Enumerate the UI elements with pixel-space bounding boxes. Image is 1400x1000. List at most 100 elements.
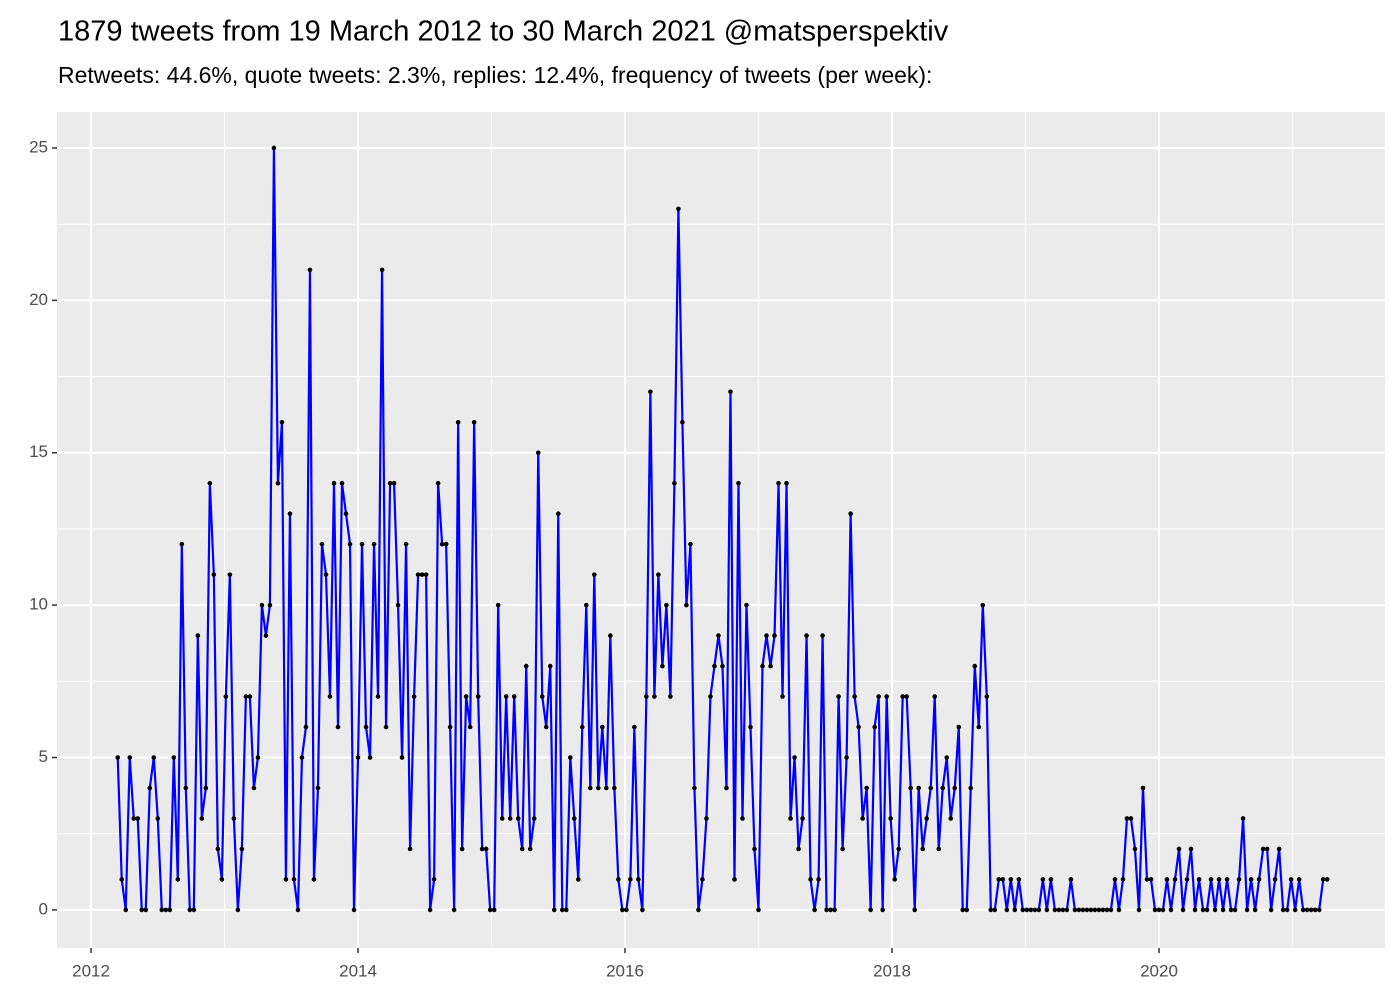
data-point: [1100, 907, 1106, 913]
data-point: [271, 145, 277, 151]
data-point: [147, 785, 153, 791]
data-point: [640, 907, 645, 913]
data-point: [648, 389, 653, 395]
data-point: [892, 877, 897, 882]
data-point: [267, 602, 273, 608]
data-point: [960, 907, 966, 913]
data-point: [1116, 907, 1122, 913]
data-point: [1204, 907, 1210, 913]
data-point: [487, 907, 493, 913]
data-point: [483, 846, 489, 852]
data-point: [387, 480, 393, 486]
data-point: [840, 846, 845, 852]
data-point: [644, 694, 649, 699]
data-point: [744, 602, 749, 608]
data-point: [543, 724, 549, 730]
data-point: [1076, 907, 1082, 913]
data-point: [1276, 846, 1282, 852]
data-point: [1320, 877, 1326, 882]
data-point: [868, 907, 873, 913]
data-point: [728, 389, 733, 395]
data-point: [696, 907, 701, 913]
data-point: [1264, 846, 1270, 852]
data-point: [1308, 907, 1314, 913]
data-point: [624, 907, 629, 913]
data-point: [523, 663, 529, 669]
data-point: [1200, 907, 1206, 913]
data-point: [355, 755, 361, 760]
data-point: [1216, 877, 1222, 882]
data-point: [736, 480, 741, 486]
data-point: [636, 877, 641, 882]
data-point: [131, 816, 137, 821]
data-point: [1120, 877, 1126, 882]
data-point: [431, 877, 437, 882]
data-point: [864, 785, 869, 791]
data-point: [820, 633, 825, 638]
data-point: [948, 816, 954, 821]
data-point: [952, 785, 958, 791]
data-point: [852, 694, 857, 699]
data-point: [447, 724, 453, 730]
data-point: [884, 694, 889, 699]
data-point: [704, 816, 709, 821]
data-point: [832, 907, 837, 913]
data-point: [1160, 907, 1166, 913]
data-point: [247, 694, 253, 699]
data-point: [1172, 877, 1178, 882]
data-point: [944, 755, 950, 760]
data-point: [1084, 907, 1090, 913]
data-point: [1256, 877, 1262, 882]
data-point: [435, 480, 441, 486]
data-point: [620, 907, 625, 913]
data-point: [1056, 907, 1062, 913]
data-point: [491, 907, 497, 913]
data-point: [1048, 877, 1054, 882]
data-point: [596, 785, 601, 791]
data-point: [1012, 907, 1018, 913]
data-point: [924, 816, 930, 821]
data-point: [115, 755, 121, 760]
data-point: [1036, 907, 1042, 913]
data-point: [175, 877, 181, 882]
data-point: [423, 572, 429, 577]
data-point: [211, 572, 217, 577]
data-point: [383, 724, 389, 730]
data-point: [1152, 907, 1158, 913]
data-point: [752, 846, 757, 852]
data-point: [908, 785, 913, 791]
data-point: [1028, 907, 1034, 913]
data-point: [335, 724, 341, 730]
data-point: [135, 816, 141, 821]
data-point: [1268, 907, 1274, 913]
data-point: [407, 846, 413, 852]
data-point: [439, 541, 445, 547]
data-point: [768, 663, 773, 669]
data-point: [575, 877, 581, 882]
data-point: [772, 633, 777, 638]
data-point: [916, 785, 922, 791]
data-point: [964, 907, 970, 913]
data-point: [1244, 907, 1250, 913]
data-point: [1232, 907, 1238, 913]
data-point: [980, 602, 986, 608]
data-point: [119, 877, 125, 882]
data-point: [1224, 877, 1230, 882]
data-point: [451, 907, 457, 913]
data-point: [856, 724, 861, 730]
data-point: [563, 907, 569, 913]
data-point: [263, 633, 269, 638]
x-tick-label: 2012: [72, 961, 110, 980]
data-point: [708, 694, 713, 699]
data-point: [1096, 907, 1102, 913]
data-point: [956, 724, 962, 730]
data-point: [788, 816, 793, 821]
data-point: [1136, 907, 1142, 913]
data-point: [139, 907, 145, 913]
data-point: [828, 907, 833, 913]
data-point: [519, 846, 525, 852]
data-point: [632, 724, 637, 730]
data-point: [499, 816, 505, 821]
data-point: [503, 694, 509, 699]
